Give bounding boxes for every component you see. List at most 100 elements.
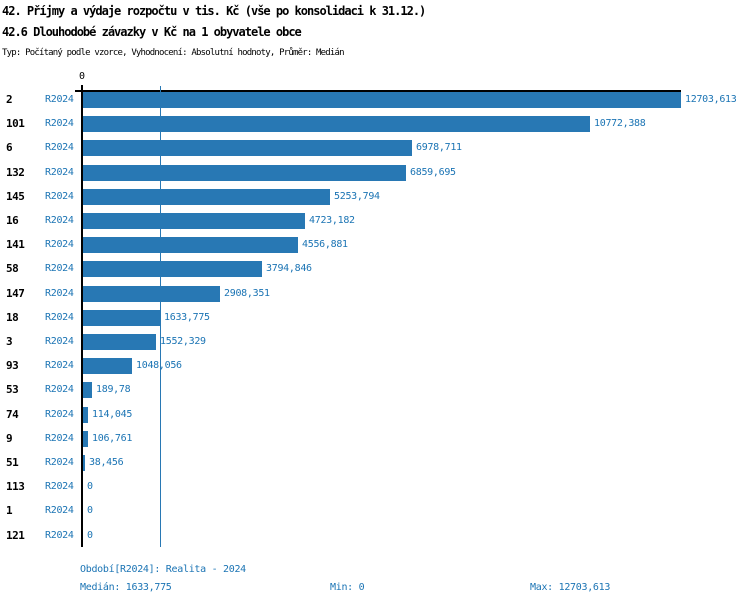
footer-min-label: Min: 0 — [330, 582, 365, 593]
bar-value-label: 0 — [87, 481, 93, 492]
bar-value-label: 6978,711 — [416, 142, 462, 153]
bar-value-label: 38,456 — [89, 457, 124, 468]
bar-value-label: 106,761 — [92, 433, 133, 444]
chart-row: 16 R2024 4723,182 — [0, 213, 750, 229]
footer-max-label: Max: 12703,613 — [530, 582, 611, 593]
bar-value-label: 4556,881 — [302, 239, 348, 250]
footer-period-label: Období[R2024]: Realita - 2024 — [80, 564, 246, 575]
bar-value-label: 0 — [87, 505, 93, 516]
chart-row: 132 R2024 6859,695 — [0, 165, 750, 181]
row-rank-label: 18 — [6, 311, 19, 324]
bar — [83, 455, 85, 471]
bar — [83, 213, 305, 229]
chart-row: 74 R2024 114,045 — [0, 407, 750, 423]
row-rank-label: 16 — [6, 214, 19, 227]
bar-value-label: 114,045 — [92, 409, 133, 420]
row-rank-label: 145 — [6, 190, 25, 203]
row-rank-label: 58 — [6, 262, 19, 275]
chart-row: 58 R2024 3794,846 — [0, 261, 750, 277]
row-period-label: R2024 — [45, 118, 74, 129]
bar-value-label: 1633,775 — [164, 312, 210, 323]
bar-value-label: 6859,695 — [410, 167, 456, 178]
row-period-label: R2024 — [45, 239, 74, 250]
row-period-label: R2024 — [45, 457, 74, 468]
row-period-label: R2024 — [45, 481, 74, 492]
bar-value-label: 3794,846 — [266, 263, 312, 274]
row-period-label: R2024 — [45, 530, 74, 541]
row-rank-label: 113 — [6, 480, 25, 493]
row-rank-label: 9 — [6, 432, 13, 445]
x-axis-zero-tick-label: 0 — [78, 71, 86, 82]
row-period-label: R2024 — [45, 433, 74, 444]
bar — [83, 140, 412, 156]
bar-value-label: 10772,388 — [594, 118, 646, 129]
row-period-label: R2024 — [45, 191, 74, 202]
row-period-label: R2024 — [45, 215, 74, 226]
row-rank-label: 1 — [6, 504, 13, 517]
median-reference-line — [160, 86, 161, 547]
y-axis-line — [81, 85, 83, 547]
chart-row: 18 R2024 1633,775 — [0, 310, 750, 326]
bar-value-label: 1552,329 — [160, 336, 206, 347]
row-rank-label: 93 — [6, 359, 19, 372]
row-rank-label: 2 — [6, 93, 13, 106]
bar — [83, 116, 590, 132]
row-rank-label: 74 — [6, 408, 19, 421]
bar — [83, 310, 160, 326]
chart-row: 53 R2024 189,78 — [0, 382, 750, 398]
chart-row: 9 R2024 106,761 — [0, 431, 750, 447]
bar-value-label: 0 — [87, 530, 93, 541]
bar-value-label: 4723,182 — [309, 215, 355, 226]
row-period-label: R2024 — [45, 505, 74, 516]
row-rank-label: 51 — [6, 456, 19, 469]
chart-title-line1: 42. Příjmy a výdaje rozpočtu v tis. Kč (… — [2, 4, 426, 18]
chart-row: 101 R2024 10772,388 — [0, 116, 750, 132]
row-rank-label: 141 — [6, 238, 25, 251]
bar — [83, 431, 88, 447]
chart-subtitle: Typ: Počítaný podle vzorce, Vyhodnocení:… — [2, 48, 345, 58]
chart-row: 3 R2024 1552,329 — [0, 334, 750, 350]
row-rank-label: 121 — [6, 529, 25, 542]
row-rank-label: 53 — [6, 383, 19, 396]
row-period-label: R2024 — [45, 409, 74, 420]
chart-row: 147 R2024 2908,351 — [0, 286, 750, 302]
row-period-label: R2024 — [45, 142, 74, 153]
bar-value-label: 189,78 — [96, 384, 131, 395]
row-period-label: R2024 — [45, 360, 74, 371]
chart-row: 145 R2024 5253,794 — [0, 189, 750, 205]
bar-value-label: 1048,056 — [136, 360, 182, 371]
row-rank-label: 3 — [6, 335, 13, 348]
chart-title-line2: 42.6 Dlouhodobé závazky v Kč na 1 obyvat… — [2, 25, 302, 39]
bar — [83, 334, 156, 350]
row-period-label: R2024 — [45, 312, 74, 323]
row-period-label: R2024 — [45, 336, 74, 347]
bar — [83, 237, 298, 253]
bar-value-label: 5253,794 — [334, 191, 380, 202]
x-axis-line — [75, 90, 681, 92]
row-period-label: R2024 — [45, 288, 74, 299]
bar-value-label: 2908,351 — [224, 288, 270, 299]
row-period-label: R2024 — [45, 384, 74, 395]
footer-median-label: Medián: 1633,775 — [80, 582, 172, 593]
row-period-label: R2024 — [45, 263, 74, 274]
row-rank-label: 132 — [6, 166, 25, 179]
row-rank-label: 6 — [6, 141, 13, 154]
bar — [83, 165, 406, 181]
chart-row: 2 R2024 12703,613 — [0, 92, 750, 108]
bar — [83, 286, 220, 302]
chart-row: 141 R2024 4556,881 — [0, 237, 750, 253]
chart-row: 6 R2024 6978,711 — [0, 140, 750, 156]
bar — [83, 358, 132, 374]
chart-row: 113 R2024 0 — [0, 479, 750, 495]
row-rank-label: 101 — [6, 117, 25, 130]
chart-row: 51 R2024 38,456 — [0, 455, 750, 471]
bar-value-label: 12703,613 — [685, 94, 737, 105]
bar — [83, 382, 92, 398]
bar — [83, 407, 88, 423]
bar — [83, 189, 330, 205]
row-rank-label: 147 — [6, 287, 25, 300]
chart-row: 121 R2024 0 — [0, 528, 750, 544]
chart-row: 1 R2024 0 — [0, 503, 750, 519]
row-period-label: R2024 — [45, 167, 74, 178]
